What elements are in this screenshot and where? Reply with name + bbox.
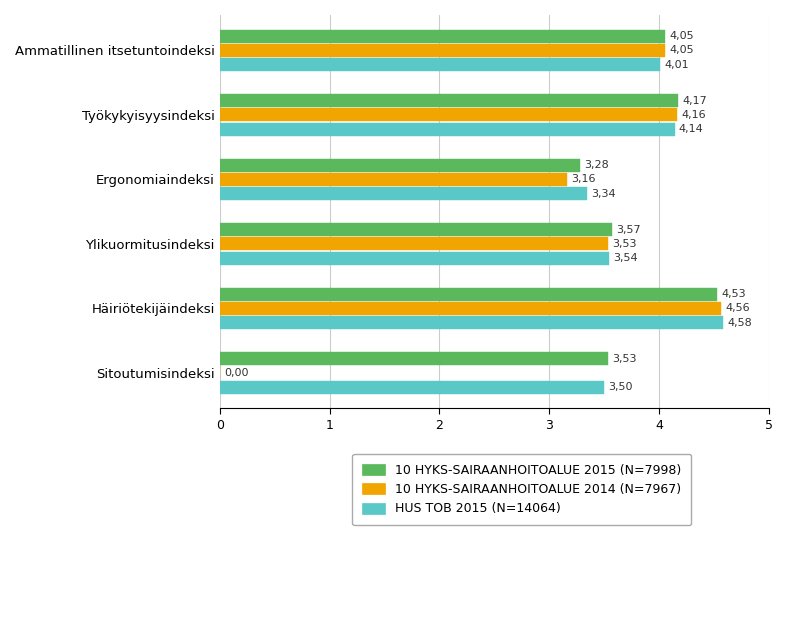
Bar bbox=[220, 316, 723, 329]
Text: 3,53: 3,53 bbox=[612, 354, 637, 364]
Text: 3,50: 3,50 bbox=[608, 382, 633, 392]
Bar bbox=[220, 381, 604, 394]
Bar bbox=[220, 58, 660, 71]
Text: 3,57: 3,57 bbox=[616, 225, 641, 235]
Bar bbox=[220, 30, 664, 43]
Text: 4,14: 4,14 bbox=[679, 124, 704, 134]
Text: 3,16: 3,16 bbox=[571, 175, 596, 185]
Bar bbox=[220, 223, 612, 236]
Bar bbox=[220, 187, 586, 200]
Text: 4,53: 4,53 bbox=[722, 289, 746, 299]
Bar bbox=[220, 173, 567, 186]
Bar bbox=[220, 352, 608, 365]
Bar bbox=[220, 158, 580, 172]
Text: 4,01: 4,01 bbox=[664, 60, 690, 70]
Text: 0,00: 0,00 bbox=[224, 368, 249, 378]
Text: 3,34: 3,34 bbox=[591, 188, 615, 198]
Text: 4,05: 4,05 bbox=[669, 46, 693, 56]
Text: 3,28: 3,28 bbox=[585, 160, 609, 170]
Text: 4,58: 4,58 bbox=[727, 318, 752, 328]
Text: 3,54: 3,54 bbox=[613, 253, 637, 263]
Text: 4,56: 4,56 bbox=[725, 303, 749, 313]
Bar bbox=[220, 302, 721, 315]
Text: 3,53: 3,53 bbox=[612, 239, 637, 249]
Legend: 10 HYKS-SAIRAANHOITOALUE 2015 (N=7998), 10 HYKS-SAIRAANHOITOALUE 2014 (N=7967), : 10 HYKS-SAIRAANHOITOALUE 2015 (N=7998), … bbox=[352, 454, 691, 525]
Bar bbox=[220, 251, 608, 265]
Bar bbox=[220, 237, 608, 250]
Bar bbox=[220, 94, 678, 107]
Bar bbox=[220, 109, 677, 122]
Bar bbox=[220, 44, 664, 57]
Text: 4,17: 4,17 bbox=[682, 95, 707, 105]
Bar bbox=[220, 288, 717, 301]
Text: 4,05: 4,05 bbox=[669, 31, 693, 41]
Text: 4,16: 4,16 bbox=[681, 110, 706, 120]
Bar bbox=[220, 122, 675, 135]
